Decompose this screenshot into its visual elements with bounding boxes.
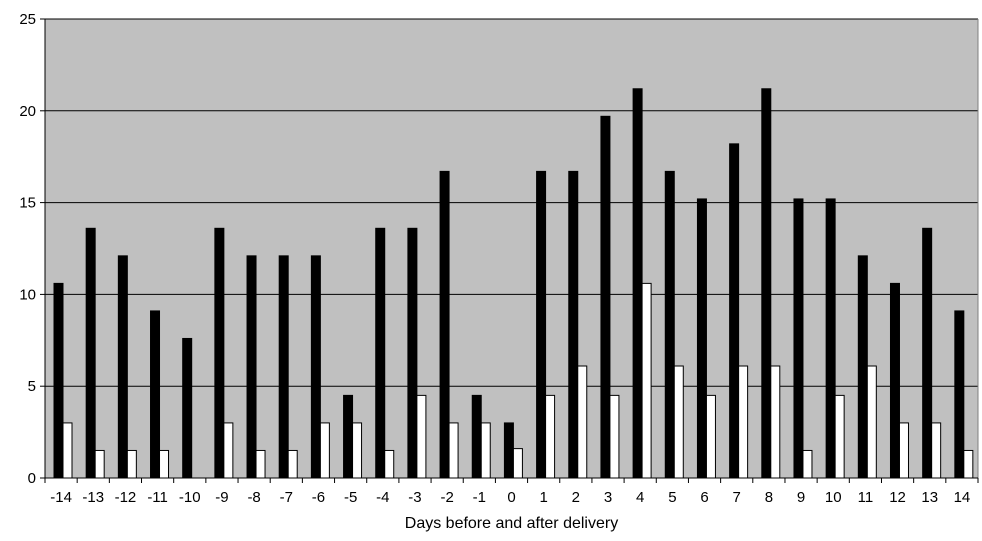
bar-series-1--12 <box>118 256 127 478</box>
y-tick-label: 5 <box>28 378 36 395</box>
bar-series-2-4 <box>642 283 651 478</box>
x-tick-label: 9 <box>797 489 805 506</box>
x-tick-label: 13 <box>921 489 938 506</box>
bar-series-1-6 <box>697 199 706 478</box>
bar-series-2-0 <box>513 449 522 478</box>
bar-series-1--9 <box>215 228 224 478</box>
x-tick-label: 0 <box>507 489 515 506</box>
x-tick-label: 8 <box>765 489 773 506</box>
bar-series-1-0 <box>504 423 513 478</box>
bar-series-2--8 <box>256 450 265 478</box>
bar-series-1--2 <box>440 171 449 478</box>
bar-series-1-1 <box>537 171 546 478</box>
x-tick-label: 1 <box>540 489 548 506</box>
bar-series-1--7 <box>279 256 288 478</box>
y-tick-label: 15 <box>19 195 36 212</box>
bar-series-2-13 <box>932 423 941 478</box>
x-tick-label: 4 <box>636 489 644 506</box>
x-tick-label: -8 <box>247 489 260 506</box>
bar-series-1--11 <box>151 311 160 478</box>
bar-series-1--13 <box>86 228 95 478</box>
x-tick-label: -10 <box>179 489 201 506</box>
x-tick-label: 3 <box>604 489 612 506</box>
x-tick-label: -4 <box>376 489 389 506</box>
x-tick-label: 12 <box>889 489 906 506</box>
x-tick-label: -13 <box>82 489 104 506</box>
bar-series-1-3 <box>601 116 610 478</box>
x-tick-label: 7 <box>733 489 741 506</box>
bar-series-2--14 <box>63 423 72 478</box>
x-tick-label: 10 <box>825 489 842 506</box>
x-tick-label: 5 <box>668 489 676 506</box>
x-tick-label: 14 <box>954 489 971 506</box>
x-tick-label: -14 <box>50 489 72 506</box>
bar-series-1--8 <box>247 256 256 478</box>
bar-series-2-8 <box>771 366 780 478</box>
bar-series-2--11 <box>160 450 169 478</box>
bar-series-2--1 <box>481 423 490 478</box>
bar-series-1--3 <box>408 228 417 478</box>
x-tick-label: 11 <box>858 489 874 506</box>
bar-series-2-1 <box>546 395 555 478</box>
bar-series-2-11 <box>867 366 876 478</box>
y-tick-label: 25 <box>19 11 36 28</box>
x-tick-label: -11 <box>147 489 168 506</box>
bar-series-1-7 <box>730 144 739 478</box>
bar-series-2-2 <box>578 366 587 478</box>
bar-series-1-5 <box>665 171 674 478</box>
bar-series-1-9 <box>794 199 803 478</box>
bar-series-1-4 <box>633 89 642 478</box>
bar-series-2--3 <box>417 395 426 478</box>
bar-series-2--12 <box>127 450 136 478</box>
x-tick-label: -3 <box>408 489 421 506</box>
x-tick-label: -5 <box>344 489 357 506</box>
x-tick-label: -9 <box>215 489 228 506</box>
x-tick-label: 6 <box>700 489 708 506</box>
bar-series-2--6 <box>320 423 329 478</box>
y-tick-label: 10 <box>19 286 36 303</box>
bar-series-1-14 <box>955 311 964 478</box>
bar-series-2-9 <box>803 450 812 478</box>
bar-series-2--9 <box>224 423 233 478</box>
bar-series-2-7 <box>739 366 748 478</box>
bar-series-2--2 <box>449 423 458 478</box>
bar-series-1-13 <box>923 228 932 478</box>
bar-series-1--6 <box>311 256 320 478</box>
x-axis-label: Days before and after delivery <box>405 515 618 532</box>
bar-series-2-12 <box>899 423 908 478</box>
y-tick-labels: 0 5 10 15 20 25 <box>19 11 36 487</box>
bar-series-1-8 <box>762 89 771 478</box>
x-tick-label: -7 <box>280 489 293 506</box>
x-tick-label: -6 <box>312 489 325 506</box>
x-tick-label: -1 <box>473 489 486 506</box>
bar-series-2--4 <box>385 450 394 478</box>
x-tick-label: -12 <box>115 489 137 506</box>
y-tick-label: 20 <box>19 103 36 120</box>
bar-series-2-14 <box>964 450 973 478</box>
bar-series-1-10 <box>826 199 835 478</box>
bar-series-1-12 <box>890 283 899 478</box>
bar-series-1--14 <box>54 283 63 478</box>
bar-series-2-10 <box>835 395 844 478</box>
bar-series-2-3 <box>610 395 619 478</box>
y-tick-label: 0 <box>28 470 36 487</box>
bar-series-1-2 <box>569 171 578 478</box>
bar-series-1--10 <box>183 338 192 478</box>
bar-series-1-11 <box>858 256 867 478</box>
x-tick-label: 2 <box>572 489 580 506</box>
bar-series-2--13 <box>95 450 104 478</box>
bar-series-2-6 <box>706 395 715 478</box>
x-tick-labels: -14 -13 -12 -11 -10 -9 -8 -7 -6 -5 -4 -3 -2 -1 0 1 2 3 4 5 6… <box>50 489 970 506</box>
bar-series-1--5 <box>344 395 353 478</box>
bar-series-2--7 <box>288 450 297 478</box>
bar-series-2-5 <box>674 366 683 478</box>
x-tick-label: -2 <box>440 489 453 506</box>
bar-series-1--4 <box>376 228 385 478</box>
bar-series-1--1 <box>472 395 481 478</box>
bar-series-2--5 <box>353 423 362 478</box>
